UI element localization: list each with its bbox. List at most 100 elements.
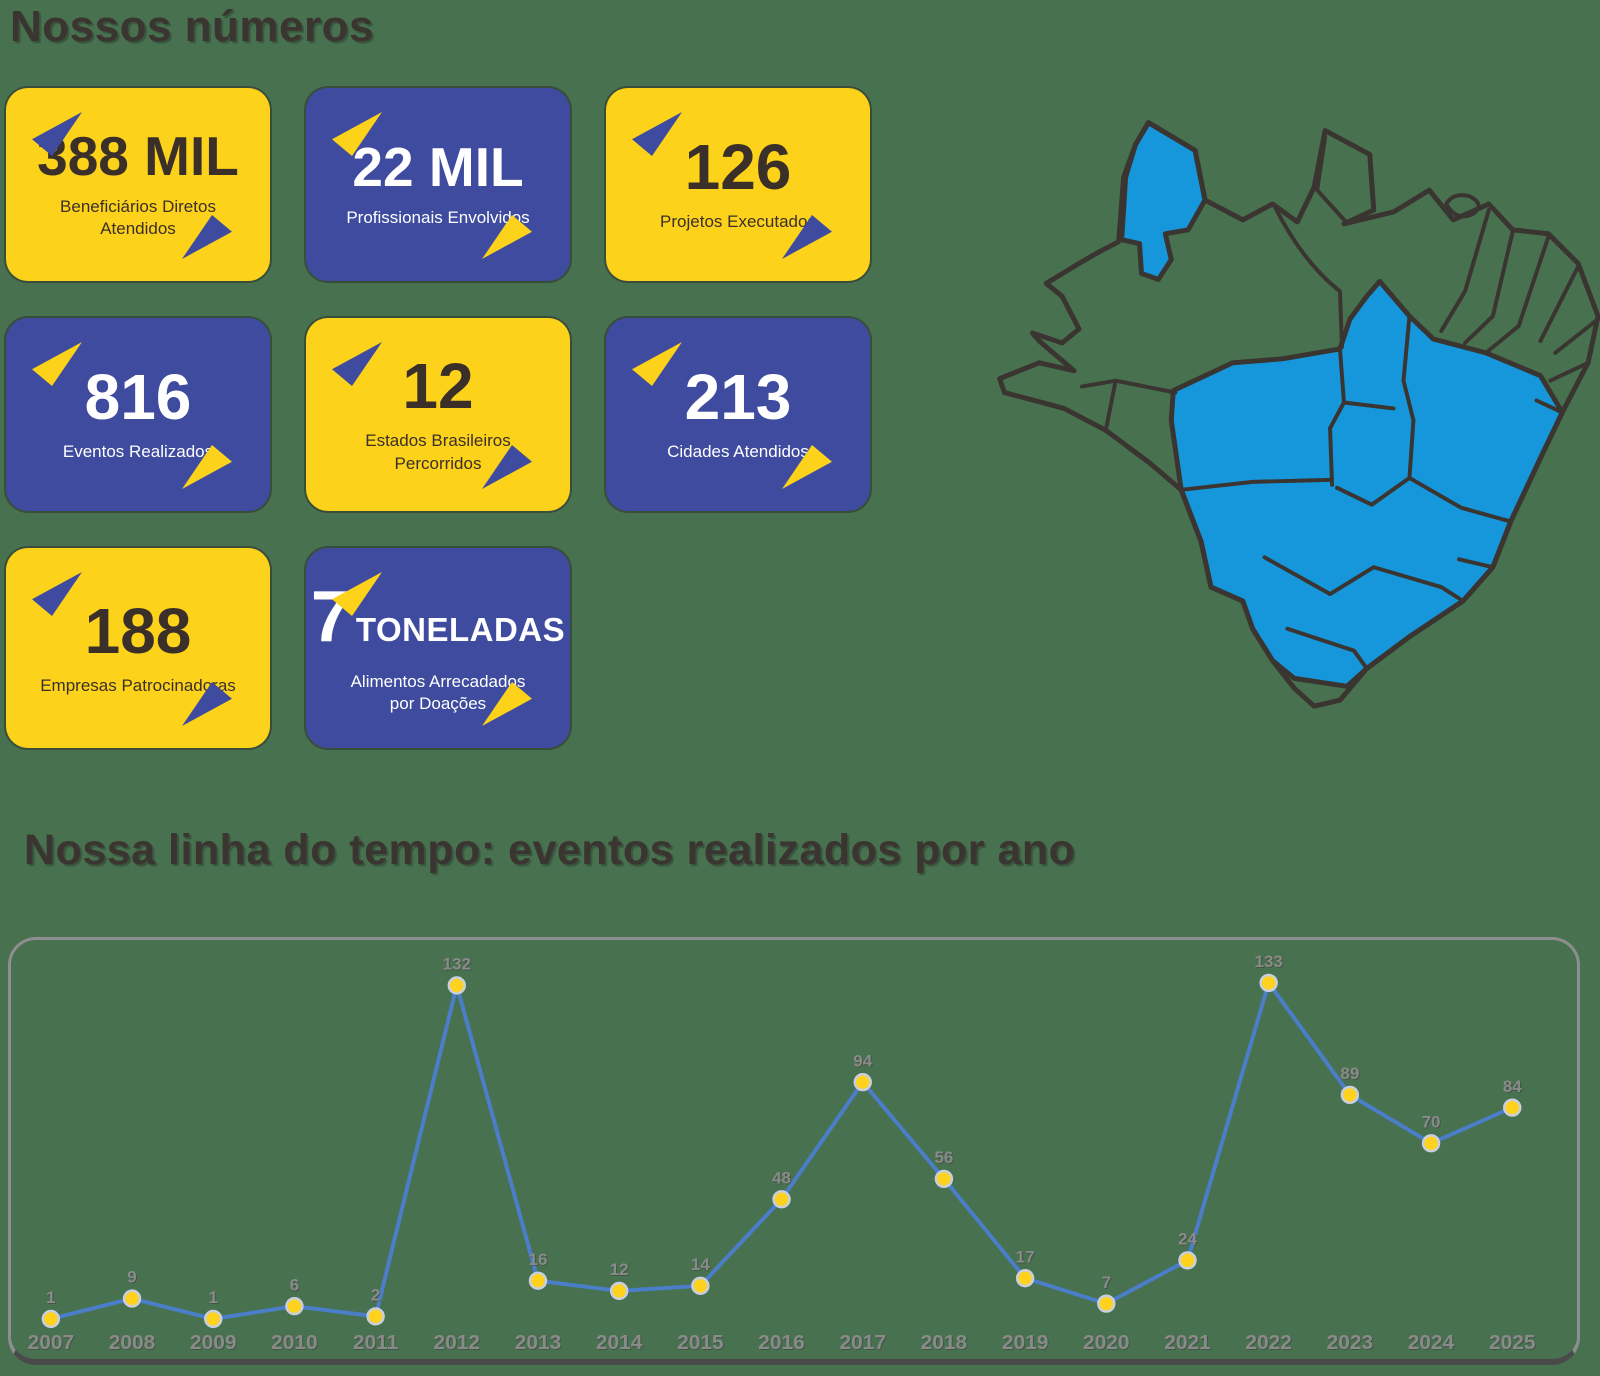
map-state-borders bbox=[1401, 314, 1416, 423]
data-point-2008 bbox=[122, 1289, 142, 1308]
data-point-2012 bbox=[447, 976, 467, 995]
year-label-2018: 2018 bbox=[921, 1331, 968, 1354]
map-state-borders bbox=[1179, 477, 1333, 492]
brazil-states-map bbox=[945, 88, 1600, 713]
data-label-2019: 17 bbox=[1016, 1247, 1035, 1266]
data-label-2012: 132 bbox=[443, 955, 471, 974]
year-label-2024: 2024 bbox=[1408, 1331, 1455, 1354]
data-label-2023: 89 bbox=[1340, 1064, 1359, 1083]
map-state-borders bbox=[1444, 193, 1481, 219]
stat-number: 188 bbox=[84, 594, 192, 667]
stat-card-cidades: 213 Cidades Atendidos bbox=[606, 318, 870, 511]
data-point-2010 bbox=[285, 1297, 304, 1316]
data-point-2014 bbox=[609, 1281, 629, 1301]
data-label-2018: 56 bbox=[935, 1148, 954, 1167]
year-label-2012: 2012 bbox=[434, 1331, 481, 1354]
numbers-section-title: Nossos números bbox=[10, 2, 374, 51]
data-point-2013 bbox=[528, 1271, 548, 1290]
data-point-2009 bbox=[204, 1309, 223, 1329]
data-label-2025: 84 bbox=[1503, 1077, 1522, 1096]
stat-number: 22 MIL bbox=[352, 135, 524, 198]
stat-suffix: TONELADAS bbox=[355, 610, 566, 648]
triangle-accent-icon bbox=[632, 342, 682, 386]
data-point-2018 bbox=[934, 1169, 954, 1189]
stat-value: 188 bbox=[85, 599, 192, 663]
data-label-2024: 70 bbox=[1422, 1113, 1441, 1132]
data-point-2024 bbox=[1421, 1134, 1441, 1153]
data-label-2010: 6 bbox=[290, 1275, 299, 1294]
map-state-borders bbox=[1534, 398, 1565, 415]
map-state-borders bbox=[1341, 400, 1396, 411]
stat-label: Alimentos Arrecadados por Doações bbox=[350, 671, 526, 713]
data-label-2015: 14 bbox=[691, 1255, 710, 1274]
map-state-borders bbox=[1262, 555, 1376, 597]
data-point-2011 bbox=[366, 1307, 385, 1326]
stat-label: Profissionais Envolvidos bbox=[346, 207, 530, 227]
data-point-2023 bbox=[1340, 1085, 1360, 1105]
triangle-accent-icon bbox=[632, 112, 682, 156]
year-label-2013: 2013 bbox=[515, 1331, 562, 1354]
year-label-2011: 2011 bbox=[353, 1331, 398, 1354]
data-label-2017: 94 bbox=[853, 1051, 872, 1070]
map-state-borders bbox=[1285, 626, 1369, 671]
year-label-2014: 2014 bbox=[596, 1331, 643, 1354]
stat-value: 388 MIL bbox=[37, 128, 239, 184]
year-label-2017: 2017 bbox=[839, 1331, 886, 1354]
stat-card-toneladas-alimentos: 7 TONELADAS Alimentos Arrecadados por Do… bbox=[306, 548, 570, 748]
stat-number: 816 bbox=[84, 361, 192, 434]
triangle-accent-icon bbox=[332, 342, 382, 386]
stat-card-beneficiarios-diretos: 388 MIL Beneficiários Diretos Atendidos bbox=[6, 88, 270, 281]
data-label-2007: 1 bbox=[46, 1288, 55, 1307]
data-label-2013: 16 bbox=[529, 1250, 548, 1269]
map-state-borders bbox=[1315, 135, 1348, 224]
timeline-line bbox=[50, 980, 1514, 1321]
data-point-2007 bbox=[41, 1309, 61, 1329]
stat-label: Projetos Executados bbox=[660, 212, 816, 232]
year-label-2015: 2015 bbox=[677, 1331, 724, 1354]
data-label-2022: 133 bbox=[1255, 952, 1283, 971]
year-label-2020: 2020 bbox=[1083, 1331, 1130, 1354]
data-label-2009: 1 bbox=[209, 1288, 218, 1307]
year-label-2009: 2009 bbox=[190, 1331, 237, 1354]
map-state-borders bbox=[1457, 557, 1495, 570]
stat-label: Estados Brasileiros Percorridos bbox=[365, 431, 511, 473]
timeline-chart: 1 2007 9 2008 1 2009 6 2010 2 2011 132 2012 16 2013 12… bbox=[8, 937, 1580, 1365]
map-state-borders bbox=[1463, 229, 1515, 345]
stat-value: 126 bbox=[685, 135, 792, 199]
map-state-borders bbox=[1439, 207, 1491, 334]
map-state-borders bbox=[1553, 317, 1600, 355]
map-state-borders bbox=[1371, 565, 1466, 603]
year-label-2010: 2010 bbox=[271, 1331, 318, 1354]
year-label-2007: 2007 bbox=[28, 1331, 75, 1354]
map-state-borders bbox=[1538, 264, 1581, 343]
stat-card-estados: 12 Estados Brasileiros Percorridos bbox=[306, 318, 570, 511]
map-state-borders bbox=[1328, 426, 1335, 487]
map-country-outline bbox=[997, 120, 1600, 709]
data-point-2016 bbox=[772, 1190, 791, 1209]
stat-cards-grid: 388 MIL Beneficiários Diretos Atendidos … bbox=[6, 88, 870, 748]
stat-value: 22 MIL bbox=[352, 135, 524, 198]
stat-card-empresas: 188 Empresas Patrocinadoras bbox=[6, 548, 270, 748]
year-label-2019: 2019 bbox=[1002, 1331, 1049, 1354]
stat-label: Cidades Atendidos bbox=[667, 442, 809, 462]
data-label-2011: 2 bbox=[371, 1286, 380, 1305]
stat-card-projetos: 126 Projetos Executados bbox=[606, 88, 870, 281]
stat-label: Beneficiários Diretos Atendidos bbox=[60, 196, 216, 238]
map-state-borders bbox=[1103, 378, 1118, 433]
map-state-borders bbox=[1079, 378, 1178, 395]
year-label-2008: 2008 bbox=[109, 1331, 156, 1354]
stat-card-profissionais: 22 MIL Profissionais Envolvidos bbox=[306, 88, 570, 281]
year-label-2025: 2025 bbox=[1489, 1331, 1536, 1354]
stat-value: 7 TONELADAS bbox=[311, 581, 565, 653]
data-point-2021 bbox=[1178, 1251, 1197, 1270]
data-point-2019 bbox=[1015, 1269, 1035, 1288]
brazil-map-svg bbox=[997, 120, 1600, 709]
stat-label: Eventos Realizados bbox=[62, 442, 214, 462]
stat-number: 7 bbox=[310, 576, 351, 657]
data-label-2021: 24 bbox=[1178, 1230, 1197, 1249]
year-label-2023: 2023 bbox=[1327, 1331, 1374, 1354]
data-point-2015 bbox=[691, 1276, 710, 1295]
map-state-borders bbox=[1548, 360, 1591, 383]
data-point-2025 bbox=[1503, 1098, 1522, 1117]
stat-number: 126 bbox=[684, 131, 792, 204]
